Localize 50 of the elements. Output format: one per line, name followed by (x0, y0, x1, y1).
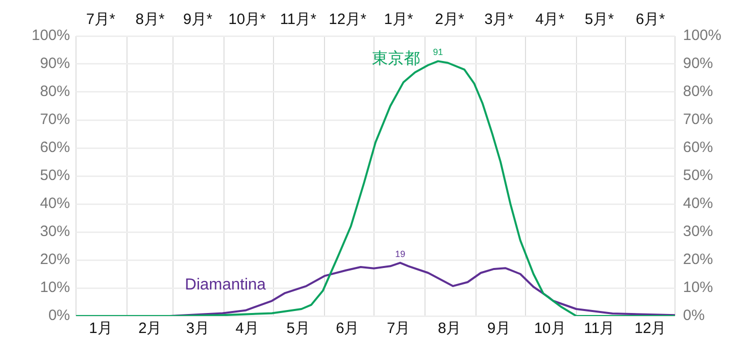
text: 6月* (636, 11, 666, 28)
y-tick-label: 40% (40, 195, 70, 212)
x-tick-label: 5月 (286, 320, 310, 338)
y-tick-label: 20% (40, 251, 70, 268)
y-tick-label: 0% (48, 307, 70, 324)
text: 12月* (328, 11, 366, 28)
x-tick-label: 4月 (235, 320, 259, 338)
text: 2月* (434, 11, 464, 28)
text: 4月* (535, 11, 565, 28)
y2-tick-label: 60% (683, 139, 714, 156)
x-tick-label: 10月 (534, 320, 566, 338)
text: 10月* (228, 11, 266, 28)
y2-tick-label: 20% (683, 251, 714, 268)
y-tick-label: 100% (32, 27, 70, 44)
x-tick-label: 2月 (138, 320, 162, 338)
y-tick-label: 30% (40, 223, 70, 240)
x-tick-label: 11月 (584, 320, 615, 338)
y-tick-label: 50% (40, 167, 70, 184)
text: 5月* (584, 11, 614, 28)
x-tick-label: 9月 (487, 320, 511, 338)
y2-tick-label: 10% (683, 279, 714, 296)
y2-tick-label: 100% (683, 27, 722, 44)
series-label: 東京都 (372, 50, 420, 68)
data-label: 19 (395, 248, 406, 259)
text: 9月* (183, 11, 213, 28)
y2-tick-label: 90% (683, 55, 714, 72)
y2-tick-label: 70% (683, 111, 714, 128)
x-tick-label: 7月 (386, 320, 410, 338)
x-tick-label: 3月 (186, 320, 210, 338)
text: 3月* (484, 11, 514, 28)
y2-tick-label: 50% (683, 167, 714, 184)
y2-tick-label: 80% (683, 83, 714, 100)
x-tick-label: 6月 (336, 320, 360, 338)
y-tick-label: 60% (40, 139, 70, 156)
text: 11月* (280, 11, 317, 28)
text: 1月* (384, 11, 414, 28)
y-tick-label: 80% (40, 83, 70, 100)
y-tick-label: 70% (40, 111, 70, 128)
text: 8月* (135, 11, 165, 28)
x-tick-label: 1月 (89, 320, 112, 338)
x-tick-label: 8月 (438, 320, 462, 338)
data-label: 91 (433, 47, 444, 58)
y2-tick-label: 40% (683, 195, 714, 212)
y-tick-label: 10% (40, 279, 70, 296)
y-tick-label: 90% (40, 55, 70, 72)
x-tick-label: 12月 (634, 320, 666, 338)
y2-tick-label: 0% (683, 307, 705, 324)
series-label: Diamantina (184, 276, 266, 294)
text: 7月* (86, 11, 116, 28)
y2-tick-label: 30% (683, 223, 714, 240)
